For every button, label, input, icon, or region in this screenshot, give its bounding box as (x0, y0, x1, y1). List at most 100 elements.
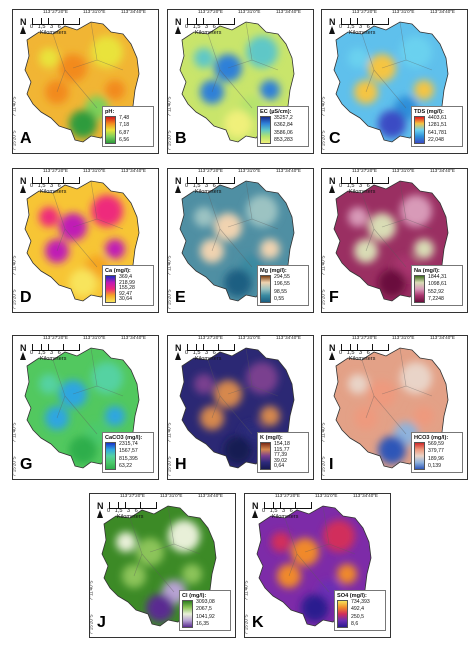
longitude-label: 113°34'40"E (276, 168, 301, 173)
scale-bar (32, 177, 80, 184)
district-boundary (149, 505, 175, 553)
latitude-label: 7°15'20"S (244, 614, 249, 635)
legend-title: CaCO3 (mg/l): (105, 435, 143, 441)
district-boundary (227, 347, 253, 395)
concentration-patch (400, 36, 432, 68)
district-boundary (381, 21, 407, 69)
concentration-patch (354, 239, 378, 263)
north-arrow-icon (329, 352, 335, 360)
longitude-label: 113°27'20"E (352, 9, 377, 14)
legend-value: 189,96 (428, 455, 444, 462)
district-boundary (219, 69, 253, 109)
longitude-label: 113°34'40"E (121, 168, 146, 173)
concentration-patch (414, 80, 434, 100)
north-arrow-icon (252, 510, 258, 518)
legend-value: 0,55 (274, 296, 285, 303)
concentration-patch (414, 239, 434, 259)
concentration-patch (194, 374, 214, 394)
legend-color-ramp (414, 116, 425, 144)
longitude-label: 113°31'0"E (392, 168, 415, 173)
longitude-label: 113°27'20"E (352, 168, 377, 173)
scale-unit: Kilometers (40, 356, 67, 362)
latitude-label: 7°11'40"S (89, 580, 94, 601)
concentration-patch (59, 213, 87, 241)
concentration-patch (105, 406, 125, 426)
legend-color-ramp (260, 275, 271, 303)
legend: Ca (mg/l): 369,4 218,99 155,28 92,47 30,64 (102, 265, 154, 306)
district-boundary (64, 395, 98, 435)
concentration-patch (200, 80, 224, 104)
district-boundary (52, 33, 66, 93)
concentration-patch (378, 436, 406, 464)
scale-bar (341, 177, 389, 184)
legend-value: 492,4 (351, 606, 364, 613)
legend-color-ramp (260, 116, 271, 144)
longitude-label: 113°31'0"E (238, 168, 261, 173)
legend-value: 1567,57 (119, 448, 138, 455)
legend-value: 8,6 (351, 621, 359, 628)
north-label: N (20, 176, 27, 186)
scale-unit: Kilometers (40, 30, 67, 36)
district-boundary (373, 69, 407, 109)
scale-unit: Kilometers (195, 30, 222, 36)
legend-value: 1844,31 (428, 274, 447, 280)
legend-title: Mg (mg/l): (260, 268, 287, 274)
concentration-patch (200, 239, 224, 263)
north-label: N (175, 17, 182, 27)
panel-letter: E (175, 289, 186, 306)
legend-title: EC (µS/cm): (260, 109, 292, 115)
concentration-patch (91, 195, 123, 227)
legend-value: 16,35 (196, 621, 209, 628)
scale-tick-labels: 0 1,5 3 6 (107, 508, 138, 514)
legend-value: 3586,06 (274, 129, 293, 136)
legend-value: 115,77 (274, 446, 290, 453)
scale-tick-labels: 0 1,5 3 6 (30, 350, 61, 356)
north-label: N (252, 501, 259, 511)
longitude-label: 113°34'40"E (276, 335, 301, 340)
concentration-patch (354, 406, 378, 430)
concentration-patch (246, 36, 278, 68)
concentration-patch (69, 436, 97, 464)
scale-unit: Kilometers (349, 356, 376, 362)
concentration-patch (39, 207, 59, 227)
scale-tick-labels: 0 1,5 3 6 (185, 183, 216, 189)
legend-title: HCO3 (mg/l): (414, 435, 449, 441)
legend-value: 569,59 (428, 441, 444, 447)
scale-tick-labels: 0 1,5 3 6 (30, 24, 61, 30)
scale-bar (341, 18, 389, 25)
concentration-patch (414, 406, 434, 426)
concentration-patch (400, 195, 432, 227)
latitude-label: 7°15'20"S (167, 456, 172, 477)
map-panel-b: 113°27'20"E 113°31'0"E 113°34'40"E 7°8'0"S 7… (167, 9, 314, 154)
scale-bar (264, 502, 312, 509)
north-arrow-icon (97, 510, 103, 518)
concentration-patch (182, 564, 202, 584)
legend-color-ramp (337, 600, 348, 628)
legend-title: K (mg/l): (260, 435, 283, 441)
legend-value: 7,2248 (428, 296, 444, 303)
longitude-label: 113°34'40"E (430, 9, 455, 14)
district-boundary (207, 359, 221, 419)
concentration-patch (39, 48, 59, 68)
legend-value: 98,55 (274, 288, 287, 295)
north-arrow-icon (175, 352, 181, 360)
concentration-patch (368, 54, 396, 82)
concentration-patch (260, 406, 280, 426)
longitude-label: 113°31'0"E (315, 493, 338, 498)
legend: Mg (mg/l): 294,55 196,55 98,55 0,55 (257, 265, 309, 306)
longitude-label: 113°31'0"E (83, 9, 106, 14)
north-label: N (329, 17, 336, 27)
district-boundary (173, 543, 201, 555)
district-boundary (328, 543, 356, 555)
district-boundary (405, 385, 433, 397)
longitude-label: 113°31'0"E (238, 9, 261, 14)
north-label: N (20, 17, 27, 27)
scale-unit: Kilometers (272, 514, 299, 520)
panel-letter: B (175, 130, 187, 147)
concentration-patch (400, 362, 432, 394)
north-label: N (175, 343, 182, 353)
latitude-label: 7°15'20"S (321, 289, 326, 310)
longitude-label: 113°27'20"E (198, 9, 223, 14)
district-boundary (52, 359, 66, 419)
scale-tick-labels: 0 1,5 3 6 (339, 350, 370, 356)
